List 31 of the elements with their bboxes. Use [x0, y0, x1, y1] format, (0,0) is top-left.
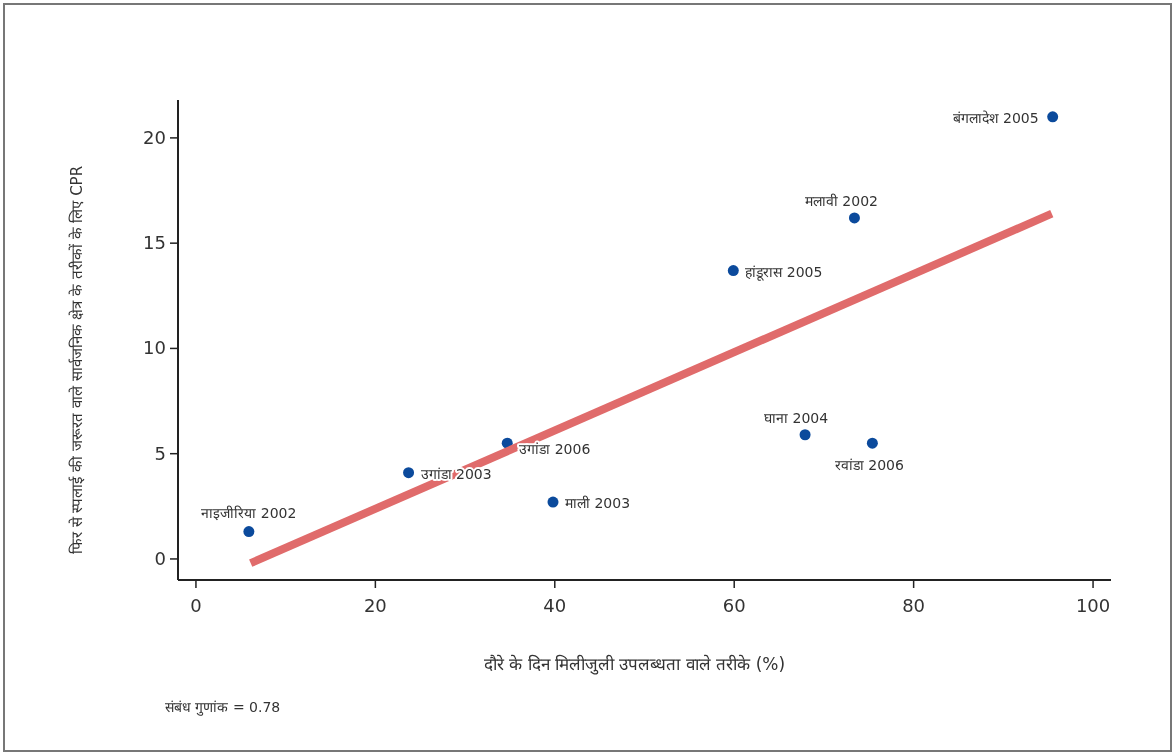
- annotation: घाना 2004: [764, 409, 829, 426]
- x-tick-label: 100: [1075, 595, 1111, 616]
- annotation: हांडूरास 2005: [745, 263, 823, 281]
- point: [727, 265, 739, 277]
- x-tick-label: 20: [363, 595, 387, 616]
- y-tick-label: 0: [154, 547, 166, 569]
- x-axis-title: दौरे के दिन मिलीजुली उपलब्धता वाले तरीके (%): [483, 654, 786, 675]
- x-tick-label: 60: [722, 595, 746, 616]
- point: [866, 437, 878, 449]
- y-tick-label: 15: [143, 232, 166, 254]
- y-tick-label: 5: [154, 442, 166, 464]
- x-tick-label: 80: [902, 595, 926, 616]
- annotation: रवांडा 2006: [834, 457, 904, 474]
- y-tick-label: 10: [143, 337, 166, 359]
- point: [403, 467, 415, 479]
- point: [547, 496, 559, 508]
- annotation: बंगलादेश 2005: [952, 109, 1039, 126]
- y-axis-title: फिर से स्पलाई की जरूरत वाले सार्वजनिक क्षेत्र के तरीकों के लिए CPR: [68, 165, 86, 555]
- point: [1047, 111, 1059, 123]
- point: [799, 429, 811, 441]
- annotation: उगांडा 2003: [420, 465, 492, 482]
- x-tick-label: 40: [543, 595, 567, 616]
- point: [848, 212, 860, 224]
- annotation: माली 2003: [564, 495, 631, 512]
- point: [243, 526, 255, 538]
- annotation: नाइजीरिया 2002: [201, 504, 297, 521]
- y-tick-label: 20: [143, 126, 166, 148]
- x-tick-label: 0: [190, 595, 202, 616]
- annotation: उगांडा 2006: [519, 441, 591, 458]
- annotation: मलावी 2002: [804, 192, 878, 209]
- text: संबंध गुणांक = 0.78: [165, 699, 281, 716]
